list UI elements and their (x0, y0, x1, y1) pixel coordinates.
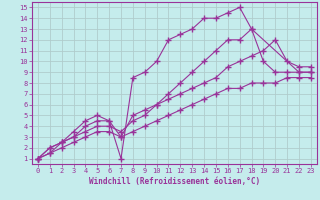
X-axis label: Windchill (Refroidissement éolien,°C): Windchill (Refroidissement éolien,°C) (89, 177, 260, 186)
